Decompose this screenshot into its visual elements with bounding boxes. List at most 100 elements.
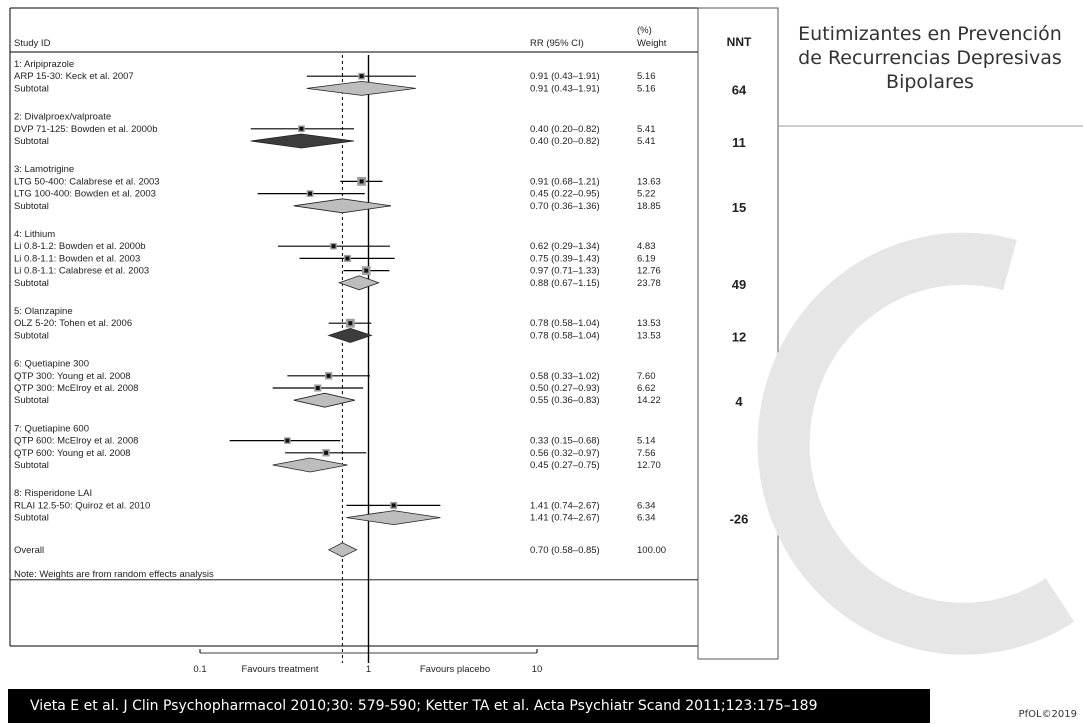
- subtotal-label: Subtotal: [14, 201, 49, 212]
- study-label: Li 0.8-1.1: Calabrese et al. 2003: [14, 266, 149, 277]
- subtotal-diamond: [250, 133, 355, 149]
- subtotal-label: Subtotal: [14, 136, 49, 147]
- point-estimate: [364, 268, 369, 273]
- group-label: 7: Quetiapine 600: [14, 423, 89, 434]
- point-estimate: [299, 126, 304, 131]
- point-estimate: [359, 179, 364, 184]
- study-weight: 12.76: [637, 266, 661, 277]
- study-label: QTP 600: Young et al. 2008: [14, 448, 131, 459]
- subtotal-ci: 0.70 (0.36–1.36): [530, 201, 600, 212]
- study-label: Li 0.8-1.1: Bowden et al. 2003: [14, 253, 140, 264]
- subtotal-ci: 1.41 (0.74–2.67): [530, 513, 600, 524]
- subtotal-ci: 0.45 (0.27–0.75): [530, 460, 600, 471]
- overall-label: Overall: [14, 545, 44, 556]
- subtotal-label: Subtotal: [14, 513, 49, 524]
- study-label: RLAI 12.5-50: Quiroz et al. 2010: [14, 500, 150, 511]
- subtotal-diamond: [346, 510, 441, 526]
- slide-title-line: Bipolares: [886, 71, 974, 93]
- nnt-value: 49: [732, 277, 746, 292]
- study-label: ARP 15-30: Keck et al. 2007: [14, 71, 134, 82]
- nnt-panel: [697, 7, 779, 660]
- nnt-value: 11: [732, 135, 746, 150]
- study-weight: 6.62: [637, 383, 656, 394]
- nnt-value: 15: [732, 200, 746, 215]
- study-weight: 7.56: [637, 448, 656, 459]
- overall-diamond: [327, 542, 358, 558]
- point-estimate: [391, 503, 396, 508]
- subtotal-ci: 0.40 (0.20–0.82): [530, 136, 600, 147]
- point-estimate: [285, 438, 290, 443]
- study-weight: 4.83: [637, 241, 656, 252]
- group-label: 6: Quetiapine 300: [14, 359, 89, 370]
- group-label: 3: Lamotrigine: [14, 164, 74, 175]
- slide-title-line: Eutimizantes en Prevención: [798, 23, 1062, 45]
- subtotal-label: Subtotal: [14, 278, 49, 289]
- study-label: QTP 600: McElroy et al. 2008: [14, 436, 138, 447]
- study-ci: 0.45 (0.22–0.95): [530, 189, 600, 200]
- group-label: 8: Risperidone LAI: [14, 488, 92, 499]
- study-weight: 7.60: [637, 371, 656, 382]
- slide-title: Eutimizantes en Prevención de Recurrenci…: [784, 22, 1076, 94]
- study-label: DVP 71-125: Bowden et al. 2000b: [14, 124, 157, 135]
- study-label: Li 0.8-1.2: Bowden et al. 2000b: [14, 241, 146, 252]
- favours-placebo-label: Favours placebo: [420, 664, 490, 675]
- study-weight: 13.53: [637, 318, 661, 329]
- study-weight: 5.16: [637, 71, 656, 82]
- subtotal-ci: 0.88 (0.67–1.15): [530, 278, 600, 289]
- study-weight: 5.41: [637, 124, 656, 135]
- subtotal-label: Subtotal: [14, 395, 49, 406]
- subtotal-ci: 0.91 (0.43–1.91): [530, 83, 600, 94]
- study-ci: 0.33 (0.15–0.68): [530, 436, 600, 447]
- study-ci: 0.75 (0.39–1.43): [530, 253, 600, 264]
- study-weight: 5.14: [637, 436, 656, 447]
- point-estimate: [324, 450, 329, 455]
- study-ci: 0.97 (0.71–1.33): [530, 266, 600, 277]
- x-tick-label: 10: [532, 664, 543, 675]
- header-rr: RR (95% CI): [530, 38, 584, 49]
- header-weight: Weight: [637, 38, 667, 49]
- slide-title-line: de Recurrencias Depresivas: [798, 47, 1062, 69]
- copyright-text: PfOL©2019: [1018, 709, 1077, 720]
- subtotal-label: Subtotal: [14, 83, 49, 94]
- group-label: 4: Lithium: [14, 229, 55, 240]
- citation-bar: Vieta E et al. J Clin Psychopharmacol 20…: [8, 689, 930, 723]
- favours-treatment-label: Favours treatment: [241, 664, 318, 675]
- study-ci: 0.50 (0.27–0.93): [530, 383, 600, 394]
- study-label: LTG 50-400: Calabrese et al. 2003: [14, 176, 160, 187]
- group-label: 5: Olanzapine: [14, 306, 73, 317]
- group-label: 1: Aripiprazole: [14, 59, 74, 70]
- study-label: LTG 100-400: Bowden et al. 2003: [14, 189, 156, 200]
- nnt-value: 12: [732, 329, 746, 344]
- nnt-value: 64: [732, 82, 747, 97]
- subtotal-weight: 6.34: [637, 513, 656, 524]
- point-estimate: [308, 191, 313, 196]
- subtotal-weight: 13.53: [637, 330, 661, 341]
- subtotal-weight: 18.85: [637, 201, 661, 212]
- subtotal-diamond: [272, 457, 348, 473]
- study-ci: 0.62 (0.29–1.34): [530, 241, 600, 252]
- watermark-arc: [757, 232, 1075, 655]
- subtotal-weight: 14.22: [637, 395, 661, 406]
- study-ci: 0.91 (0.68–1.21): [530, 176, 600, 187]
- subtotal-diamond: [306, 80, 416, 96]
- study-ci: 1.41 (0.74–2.67): [530, 500, 600, 511]
- point-estimate: [315, 386, 320, 390]
- study-ci: 0.78 (0.58–1.04): [530, 318, 600, 329]
- x-tick-label: 1: [366, 664, 371, 675]
- subtotal-weight: 5.16: [637, 83, 656, 94]
- study-weight: 13.63: [637, 176, 661, 187]
- subtotal-weight: 23.78: [637, 278, 661, 289]
- nnt-value: 4: [735, 394, 743, 409]
- study-ci: 0.58 (0.33–1.02): [530, 371, 600, 382]
- point-estimate: [359, 74, 364, 79]
- subtotal-label: Subtotal: [14, 330, 49, 341]
- header-weight-pct: (%): [637, 25, 652, 36]
- subtotal-weight: 5.41: [637, 136, 656, 147]
- study-ci: 0.40 (0.20–0.82): [530, 124, 600, 135]
- subtotal-weight: 12.70: [637, 460, 661, 471]
- subtotal-ci: 0.78 (0.58–1.04): [530, 330, 600, 341]
- subtotal-diamond: [337, 275, 380, 291]
- subtotal-ci: 0.55 (0.36–0.83): [530, 395, 600, 406]
- x-tick-label: 0.1: [193, 664, 206, 675]
- header-nnt: NNT: [727, 35, 752, 49]
